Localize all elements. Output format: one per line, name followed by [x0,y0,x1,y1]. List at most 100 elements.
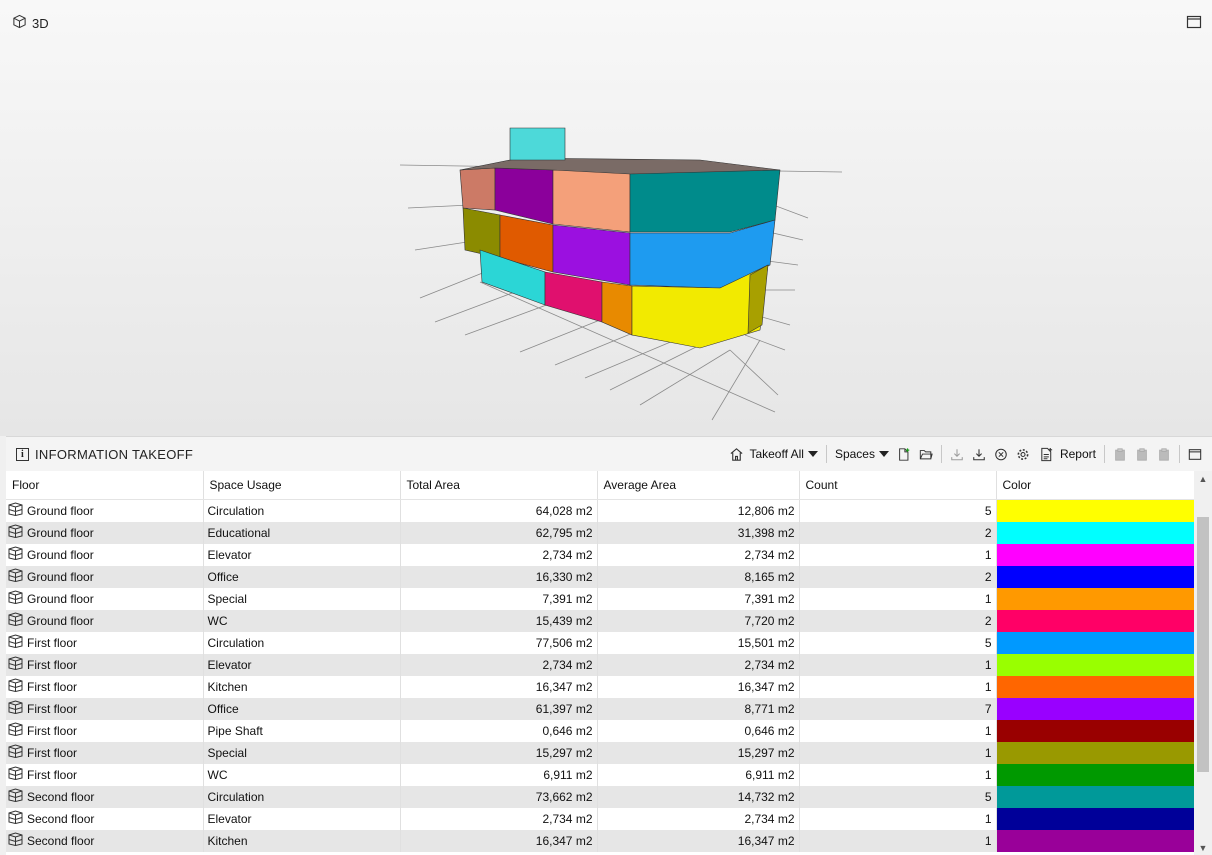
cell-color[interactable] [996,807,1195,830]
open-folder-button[interactable] [917,445,935,463]
table-row[interactable]: First floor Pipe Shaft 0,646 m2 0,646 m2 1 [6,719,1195,742]
table-row[interactable]: First floor Office 61,397 m2 8,771 m2 7 [6,697,1195,720]
settings-button[interactable] [1014,445,1032,463]
spaces-dropdown[interactable]: Spaces [833,442,891,466]
cell-average-area: 14,732 m2 [597,785,800,808]
vertical-scrollbar[interactable]: ▲ ▼ [1194,471,1212,855]
scroll-down-icon[interactable]: ▼ [1198,843,1208,853]
cell-average-area: 15,297 m2 [597,741,800,764]
color-swatch[interactable] [996,829,1193,852]
color-swatch[interactable] [996,499,1193,522]
building-model[interactable] [0,0,1212,436]
3d-viewport[interactable]: 3D [0,0,1212,436]
cell-count: 1 [799,741,997,764]
table-row[interactable]: Ground floor Educational 62,795 m2 31,398 m… [6,521,1195,544]
cell-color[interactable] [996,719,1195,742]
cell-color[interactable] [996,785,1195,808]
cell-color[interactable] [996,675,1195,698]
cell-count: 1 [799,719,997,742]
color-swatch[interactable] [996,719,1193,742]
column-header-count[interactable]: Count [799,471,997,500]
column-header-average-area[interactable]: Average Area [597,471,800,500]
cell-color[interactable] [996,763,1195,786]
cell-total-area: 16,330 m2 [400,565,598,588]
column-header-floor[interactable]: Floor [6,471,204,500]
maximize-icon[interactable] [1186,14,1202,30]
table-row[interactable]: Ground floor Circulation 64,028 m2 12,806 m… [6,499,1195,522]
panel-title-label: INFORMATION TAKEOFF [35,446,194,462]
color-swatch[interactable] [996,587,1193,610]
table-row[interactable]: Ground floor WC 15,439 m2 7,720 m2 2 [6,609,1195,632]
color-swatch[interactable] [996,697,1193,720]
floor-label: Second floor [27,833,95,848]
color-swatch[interactable] [996,631,1193,654]
floor-icon [8,722,23,739]
color-swatch[interactable] [996,675,1193,698]
cell-color[interactable] [996,697,1195,720]
cell-space-usage: Circulation [203,631,401,654]
cell-color[interactable] [996,543,1195,566]
export-button[interactable] [970,445,988,463]
floor-label: Second floor [27,789,95,804]
clipboard-button-1[interactable] [1111,445,1129,463]
table-row[interactable]: Ground floor Elevator 2,734 m2 2,734 m2 1 [6,543,1195,566]
report-button[interactable]: Report [1036,442,1098,466]
table-row[interactable]: Ground floor Special 7,391 m2 7,391 m2 1 [6,587,1195,610]
close-circle-icon [995,448,1007,460]
takeoff-all-dropdown[interactable]: Takeoff All [725,442,819,466]
cell-color[interactable] [996,741,1195,764]
cell-color[interactable] [996,587,1195,610]
table-row[interactable]: First floor WC 6,911 m2 6,911 m2 1 [6,763,1195,786]
maximize-panel-button[interactable] [1186,445,1204,463]
table-row[interactable]: First floor Kitchen 16,347 m2 16,347 m2 1 [6,675,1195,698]
color-swatch[interactable] [996,565,1193,588]
table-row[interactable]: First floor Special 15,297 m2 15,297 m2 1 [6,741,1195,764]
cell-total-area: 16,347 m2 [400,829,598,852]
table-row[interactable]: Second floor Elevator 2,734 m2 2,734 m2 1 [6,807,1195,830]
cell-average-area: 2,734 m2 [597,807,800,830]
color-swatch[interactable] [996,609,1193,632]
color-swatch[interactable] [996,653,1193,676]
floor-label: First floor [27,723,78,738]
cell-color[interactable] [996,653,1195,676]
cell-color[interactable] [996,631,1195,654]
color-swatch[interactable] [996,785,1193,808]
floor-label: Ground floor [27,569,94,584]
table-row[interactable]: Second floor Circulation 73,662 m2 14,732 m… [6,785,1195,808]
cell-color[interactable] [996,565,1195,588]
column-header-total-area[interactable]: Total Area [400,471,598,500]
cell-average-area: 8,771 m2 [597,697,800,720]
scroll-up-icon[interactable]: ▲ [1198,474,1208,484]
table-row[interactable]: Second floor Kitchen 16,347 m2 16,347 m2 1 [6,829,1195,852]
color-swatch[interactable] [996,807,1193,830]
spaces-label: Spaces [834,447,875,461]
table-row[interactable]: First floor Circulation 77,506 m2 15,501 m2… [6,631,1195,654]
color-swatch[interactable] [996,543,1193,566]
clipboard-button-2[interactable] [1133,445,1151,463]
cell-space-usage: Kitchen [203,829,401,852]
cell-color[interactable] [996,521,1195,544]
column-header-space-usage[interactable]: Space Usage [203,471,401,500]
cell-space-usage: Office [203,697,401,720]
column-header-color[interactable]: Color [996,471,1195,500]
cell-color[interactable] [996,609,1195,632]
floor-icon [8,832,23,849]
floor-label: First floor [27,657,78,672]
table-row[interactable]: First floor Elevator 2,734 m2 2,734 m2 1 [6,653,1195,676]
cell-average-area: 7,391 m2 [597,587,800,610]
cell-floor: First floor [6,631,204,654]
clear-button[interactable] [992,445,1010,463]
table-row[interactable]: Ground floor Office 16,330 m2 8,165 m2 2 [6,565,1195,588]
color-swatch[interactable] [996,521,1193,544]
cell-color[interactable] [996,829,1195,852]
cell-color[interactable] [996,499,1195,522]
color-swatch[interactable] [996,741,1193,764]
color-swatch[interactable] [996,763,1193,786]
new-file-button[interactable] [895,445,913,463]
takeoff-table: Floor Space Usage Total Area Average Are… [6,471,1195,852]
new-file-icon [899,447,910,461]
scrollbar-thumb[interactable] [1197,517,1209,772]
import-button[interactable] [948,445,966,463]
clipboard-button-3[interactable] [1155,445,1173,463]
cell-floor: Ground floor [6,587,204,610]
